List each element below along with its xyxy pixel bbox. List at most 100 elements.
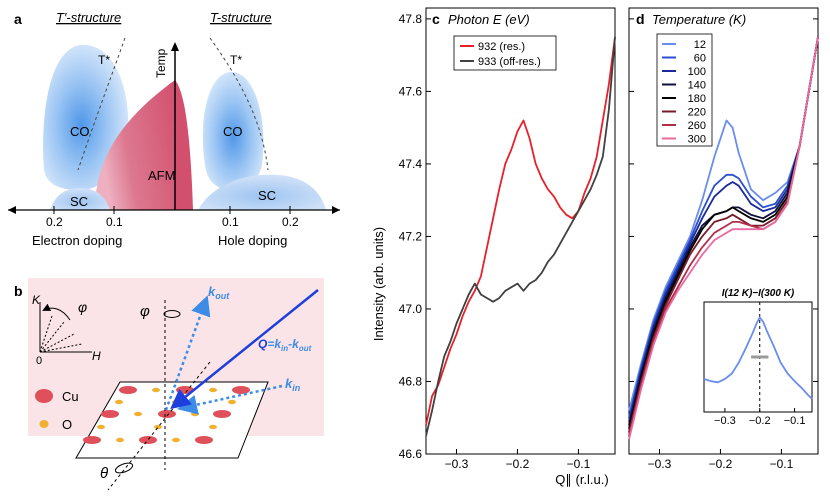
phi-ray-3 — [39, 333, 75, 353]
temperature-series-line — [628, 36, 819, 440]
x-tick-label: −0.3 — [445, 457, 469, 471]
k-in-label: kin — [285, 376, 301, 393]
charts: Intensity (arb. units) Q∥ (r.l.u.) c Pho… — [371, 7, 819, 487]
legend-entry: 60 — [694, 53, 706, 65]
afm-region-right — [175, 80, 193, 210]
cu-legend-marker — [35, 389, 53, 403]
x-tick-label: −0.1 — [567, 457, 591, 471]
tick-label-e01: 0.1 — [106, 215, 123, 229]
o-atom — [172, 437, 180, 443]
phi-ray-2 — [39, 321, 65, 353]
tstar-right-label: T* — [230, 53, 242, 67]
cu-atom — [232, 386, 250, 394]
o-atom — [228, 399, 236, 405]
sc-dome-left — [50, 188, 110, 210]
panel-c-legend-title: Photon E (eV) — [448, 12, 530, 27]
y-tick-label: 47.0 — [399, 302, 423, 316]
temp-axis-arrow — [171, 42, 179, 51]
o-legend-marker — [39, 420, 49, 428]
legend-entry: 933 (off-res.) — [478, 56, 541, 68]
legend-entry: 220 — [688, 107, 706, 119]
photon-energy-series-line — [425, 36, 616, 426]
legend-entry: 140 — [688, 80, 706, 92]
panel-d-frame — [628, 7, 819, 455]
co-right-label: CO — [223, 124, 243, 139]
photon-energy-series-line — [425, 36, 616, 437]
doping-axis-arrow-left — [8, 206, 16, 214]
panel-d-legend-box — [656, 33, 713, 147]
phi-small-label: φ — [78, 299, 87, 315]
co-dome-left — [43, 44, 129, 191]
panel-b: b K H 0 φ — [14, 278, 324, 491]
cu-atoms — [83, 386, 250, 444]
q-equation: Q=kin-kout — [258, 337, 312, 353]
panel-a-letter: a — [14, 11, 22, 27]
panel-d-legend-title: Temperature (K) — [652, 12, 746, 27]
h-axis-label: H — [92, 349, 101, 363]
k-out-label: kout — [208, 284, 230, 301]
legend-entry: 260 — [688, 120, 706, 132]
y-tick-label: 47.2 — [399, 229, 423, 243]
legend-entry: 100 — [688, 66, 706, 78]
panel-c-legend-box — [453, 35, 557, 71]
legend-entry: 932 (res.) — [478, 41, 525, 53]
panel-a: a T′-structure T-structure Temp 0.2 0.1 … — [8, 10, 340, 248]
y-tick-label: 47.6 — [399, 84, 423, 98]
y-tick-label: 47.4 — [399, 157, 423, 171]
cu-legend-label: Cu — [62, 389, 79, 404]
k-in-arrow — [177, 384, 283, 415]
phi-rotation-ring — [163, 310, 181, 318]
y-axis-label: Intensity (arb. units) — [371, 227, 386, 341]
panel-b-letter: b — [14, 283, 23, 299]
o-atom — [191, 411, 199, 417]
cu-atom — [195, 436, 213, 444]
theta-label: θ — [100, 465, 108, 482]
origin-label: 0 — [36, 355, 42, 367]
tstar-line-right — [209, 37, 269, 171]
y-tick-label: 46.6 — [399, 447, 423, 461]
x-tick-label: −0.2 — [709, 457, 733, 471]
k-axis-label: K — [32, 293, 41, 307]
theta-rotation-ring — [114, 462, 134, 474]
inset-x-tick-label: −0.2 — [749, 415, 771, 427]
x-tick-label: −0.2 — [506, 457, 530, 471]
phi-ray-4 — [39, 343, 83, 353]
o-atom — [154, 424, 162, 430]
y-tick-label: 46.8 — [399, 374, 423, 388]
phi-big-label: φ — [140, 303, 150, 320]
tstar-line-left — [77, 37, 126, 171]
panel-c-frame — [425, 7, 616, 455]
legend-entry: 12 — [694, 39, 706, 51]
sc-right-label: SC — [258, 188, 276, 203]
t-structure-title: T-structure — [210, 10, 272, 25]
inset-x-tick-label: −0.3 — [714, 415, 736, 427]
legend-entry: 180 — [688, 93, 706, 105]
o-atom — [115, 399, 123, 405]
tick-label-h01: 0.1 — [222, 215, 239, 229]
doping-axis-arrow-right — [332, 206, 340, 214]
o-legend-label: O — [62, 417, 72, 432]
cu-atom — [83, 436, 101, 444]
o-atom — [152, 387, 160, 393]
o-atom — [209, 387, 217, 393]
tstar-left-label: T* — [98, 53, 110, 67]
hole-doping-label: Hole doping — [218, 233, 287, 248]
o-atom — [116, 437, 124, 443]
co-left-label: CO — [70, 124, 90, 139]
y-tick-label: 47.8 — [399, 12, 423, 26]
cu-atom — [101, 410, 119, 418]
afm-region-left — [95, 80, 175, 210]
temp-axis-label: Temp — [154, 48, 168, 78]
panel-d: d Temperature (K) I(12 K)−I(300 K) −0.3 −… — [628, 7, 819, 471]
o-atom — [134, 411, 142, 417]
inset-title: I(12 K)−I(300 K) — [722, 288, 795, 299]
cu-atom — [119, 386, 137, 394]
o-atom — [97, 424, 105, 430]
x-axis-label: Q∥ (r.l.u.) — [555, 472, 608, 487]
tick-label-h02: 0.2 — [282, 215, 299, 229]
o-atom — [209, 424, 217, 430]
x-tick-label: −0.1 — [770, 457, 794, 471]
q-vector-arrow — [170, 289, 319, 410]
temperature-series-line — [628, 36, 819, 411]
